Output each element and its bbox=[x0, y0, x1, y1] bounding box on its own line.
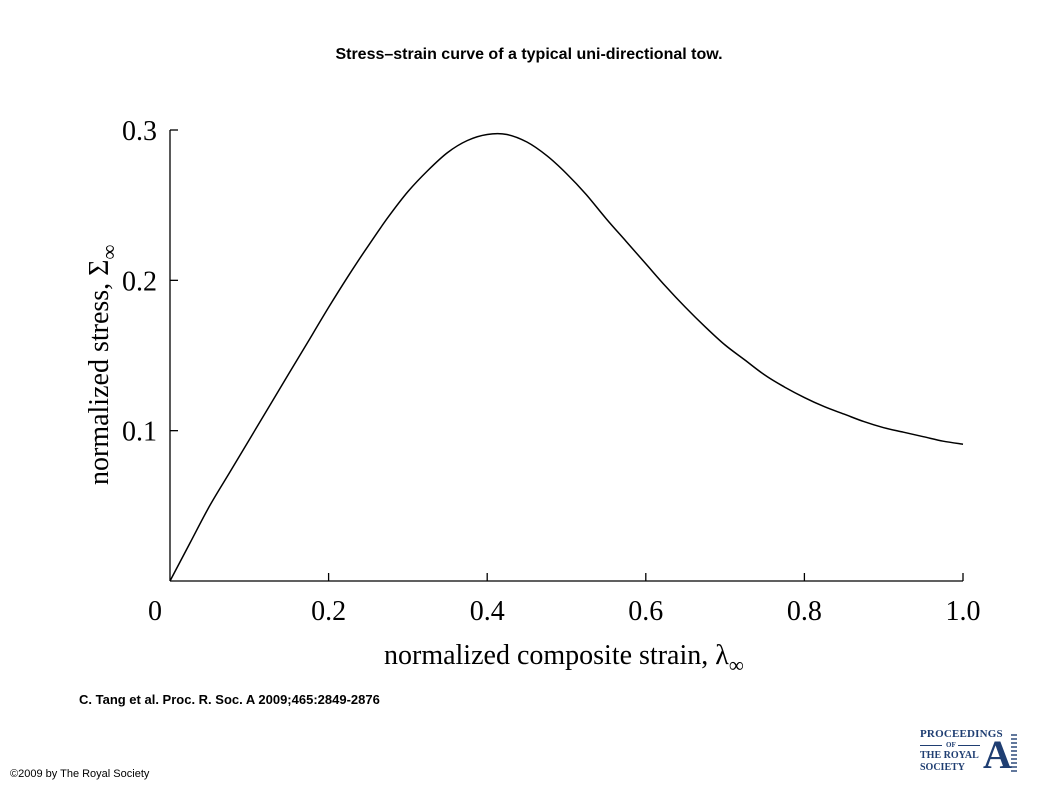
copyright: ©2009 by The Royal Society bbox=[10, 768, 150, 780]
logo-rule-left bbox=[920, 745, 942, 746]
logo-proceedings-text: PROCEEDINGS bbox=[920, 728, 1003, 740]
logo-rule-right bbox=[958, 745, 980, 746]
x-tick-label: 0.2 bbox=[311, 596, 346, 627]
logo-of-text: OF bbox=[946, 741, 956, 749]
stress-strain-chart: 0 0.2 0.4 0.6 0.8 1.0 0.1 0.2 0.3 normalized co… bbox=[84, 116, 981, 677]
logo-society-text: SOCIETY bbox=[920, 762, 966, 773]
x-axis-label-subscript: ∞ bbox=[729, 653, 744, 677]
logo-letter-a: A bbox=[983, 732, 1012, 777]
stress-strain-curve bbox=[169, 132, 964, 582]
y-axis-label: normalized stress, Σ∞ bbox=[84, 245, 121, 485]
y-tick-label: 0.2 bbox=[122, 266, 157, 297]
x-tick-label: 0.4 bbox=[470, 596, 505, 627]
x-tick-label: 0.6 bbox=[628, 596, 663, 627]
logo-side-stripe bbox=[1011, 734, 1017, 774]
y-ticks: 0.1 0.2 0.3 bbox=[122, 116, 178, 448]
axes bbox=[169, 130, 963, 582]
y-tick-label: 0.3 bbox=[122, 116, 157, 147]
x-ticks: 0 0.2 0.4 0.6 0.8 1.0 bbox=[148, 573, 981, 627]
proceedings-a-logo: PROCEEDINGS OF THE ROYAL SOCIETY A bbox=[920, 728, 1020, 778]
slide-title: Stress–strain curve of a typical uni-dir… bbox=[335, 46, 723, 63]
y-tick-label: 0.1 bbox=[122, 417, 157, 448]
x-tick-label: 0.8 bbox=[787, 596, 822, 627]
citation: C. Tang et al. Proc. R. Soc. A 2009;465:… bbox=[79, 692, 380, 707]
x-tick-label: 1.0 bbox=[946, 596, 981, 627]
logo-royal-text: THE ROYAL bbox=[920, 750, 979, 761]
x-axis-label: normalized composite strain, λ∞ bbox=[384, 640, 744, 677]
x-tick-label: 0 bbox=[148, 596, 162, 627]
y-axis-label-subscript: ∞ bbox=[97, 245, 121, 260]
